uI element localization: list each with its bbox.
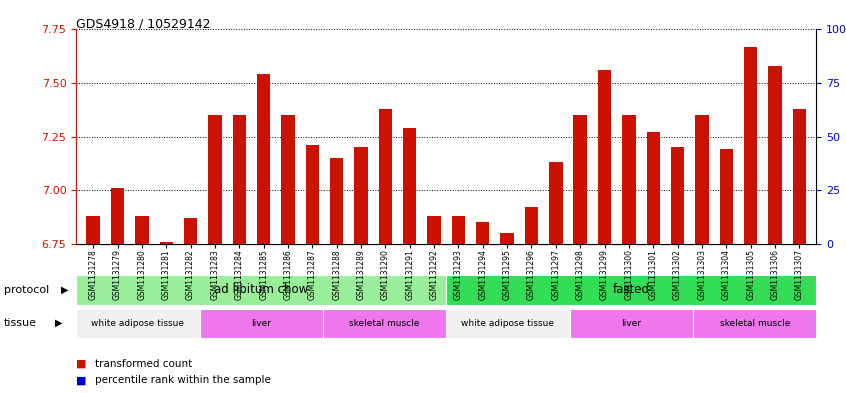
Bar xyxy=(768,66,782,244)
Bar xyxy=(525,207,538,244)
Bar xyxy=(76,309,200,338)
Bar xyxy=(305,145,319,244)
Text: white adipose tissue: white adipose tissue xyxy=(461,319,554,328)
Bar xyxy=(569,309,693,338)
Text: liver: liver xyxy=(251,319,272,328)
Text: percentile rank within the sample: percentile rank within the sample xyxy=(95,375,271,386)
Bar xyxy=(574,115,587,244)
Text: ■: ■ xyxy=(76,375,86,386)
Bar xyxy=(184,218,197,244)
Bar xyxy=(720,149,733,244)
Bar xyxy=(257,74,271,244)
Text: white adipose tissue: white adipose tissue xyxy=(91,319,184,328)
Bar xyxy=(208,115,222,244)
Bar xyxy=(671,147,684,244)
Text: liver: liver xyxy=(621,319,641,328)
Text: GDS4918 / 10529142: GDS4918 / 10529142 xyxy=(76,18,211,31)
Bar xyxy=(330,158,343,244)
Text: skeletal muscle: skeletal muscle xyxy=(349,319,420,328)
Bar xyxy=(501,233,514,244)
Bar xyxy=(549,162,563,244)
Bar xyxy=(160,242,173,244)
Bar xyxy=(76,275,447,305)
Bar xyxy=(354,147,368,244)
Bar xyxy=(622,115,635,244)
Bar xyxy=(403,128,416,244)
Text: fasted: fasted xyxy=(613,283,650,296)
Bar xyxy=(793,109,806,244)
Bar xyxy=(323,309,447,338)
Text: ▶: ▶ xyxy=(55,318,63,328)
Bar xyxy=(744,47,757,244)
Bar xyxy=(695,115,709,244)
Text: transformed count: transformed count xyxy=(95,358,192,369)
Bar xyxy=(281,115,294,244)
Bar xyxy=(86,216,100,244)
Bar xyxy=(476,222,490,244)
Text: protocol: protocol xyxy=(4,285,49,295)
Text: tissue: tissue xyxy=(4,318,37,328)
Text: ■: ■ xyxy=(76,358,86,369)
Text: ad libitum chow: ad libitum chow xyxy=(214,283,308,296)
Bar xyxy=(233,115,246,244)
Bar xyxy=(452,216,465,244)
Bar xyxy=(693,309,816,338)
Bar xyxy=(427,216,441,244)
Text: skeletal muscle: skeletal muscle xyxy=(719,319,790,328)
Bar xyxy=(447,309,569,338)
Bar xyxy=(598,70,612,244)
Bar xyxy=(135,216,149,244)
Text: ▶: ▶ xyxy=(61,285,69,295)
Bar xyxy=(379,109,392,244)
Bar xyxy=(200,309,323,338)
Bar xyxy=(111,188,124,244)
Bar xyxy=(646,132,660,244)
Bar xyxy=(447,275,816,305)
